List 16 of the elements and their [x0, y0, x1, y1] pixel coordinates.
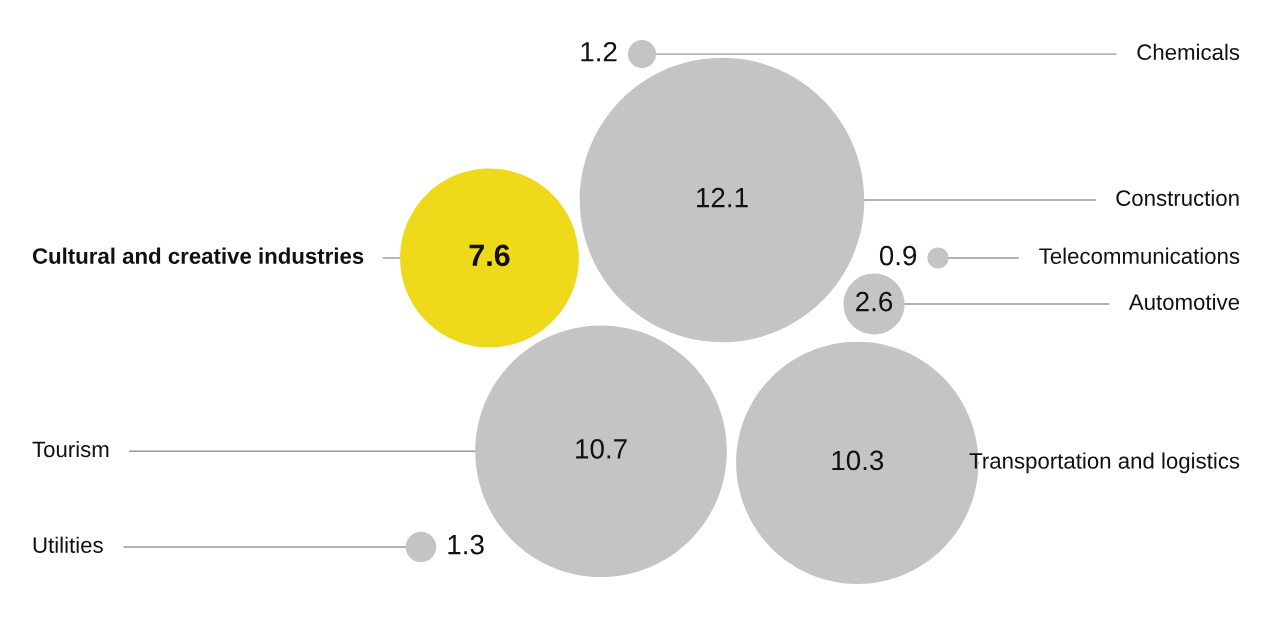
data-label: 10.3 [832, 450, 884, 471]
category-label: Cultural and creative industries [32, 247, 364, 264]
data-label: 2.6 [856, 291, 893, 312]
data-label: 0.9 [879, 245, 917, 266]
data-label: 7.6 [469, 244, 510, 267]
category-label: Utilities [33, 536, 103, 553]
category-label: Construction [1116, 189, 1239, 206]
data-label: 1.2 [581, 41, 617, 62]
category-label: Telecommunications [1039, 247, 1240, 264]
category-label: Tourism [32, 440, 109, 458]
category-label: Chemicals [1137, 43, 1240, 61]
data-label: 10.7 [576, 439, 627, 459]
category-label: Automotive [1128, 293, 1240, 310]
data-label: 1.3 [448, 534, 484, 555]
data-label: 12.1 [697, 187, 748, 208]
category-label: Transportation and logistics [969, 452, 1240, 474]
